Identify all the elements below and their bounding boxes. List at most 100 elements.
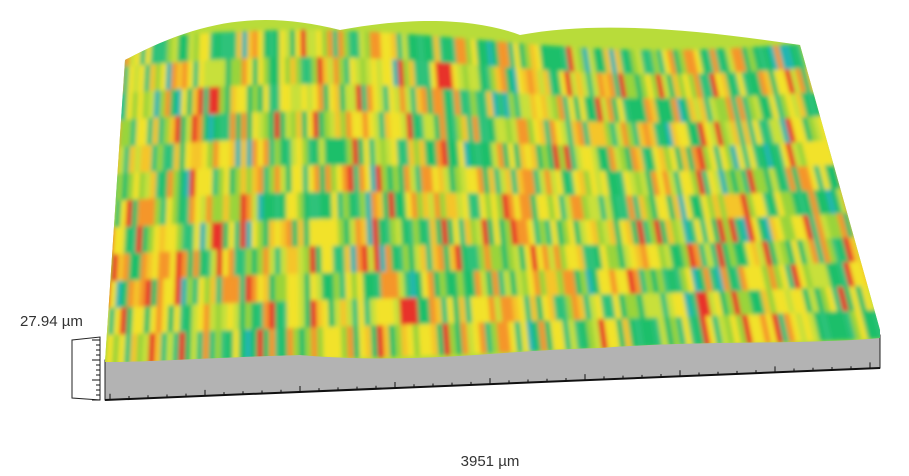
stripe-cell — [286, 327, 295, 361]
stripe-cell — [624, 293, 636, 324]
stripe-cell — [592, 121, 604, 152]
stripe-cell — [740, 144, 755, 174]
stripe-cell — [768, 192, 783, 222]
stripe-cell — [551, 95, 561, 126]
stripe-cell — [601, 146, 614, 176]
stripe-cell — [284, 57, 292, 90]
stripe-cell — [349, 218, 358, 251]
stripe-cell — [698, 218, 711, 249]
stripe-cell — [735, 72, 748, 102]
stripe-cell — [629, 49, 641, 79]
stripe-cell — [605, 244, 616, 275]
stripe-cell — [349, 57, 357, 90]
stripe-cell — [586, 195, 598, 226]
stripe-cell — [597, 48, 610, 79]
stripe-cell — [343, 57, 352, 90]
stripe-cell — [610, 244, 623, 275]
stripe-cell — [746, 47, 760, 77]
stripe-cell — [708, 267, 721, 297]
stripe-cell — [510, 67, 520, 99]
stripe-cell — [537, 69, 547, 100]
stripe-cell — [219, 86, 226, 120]
stripe-cell — [819, 287, 833, 317]
stripe-cell — [268, 220, 277, 253]
stripe-cell — [230, 85, 237, 119]
stripe-cell — [228, 221, 235, 255]
stripe-cell — [646, 146, 658, 177]
stripe-cell — [263, 30, 269, 64]
stripe-cell — [579, 145, 591, 176]
stripe-cell — [643, 98, 655, 128]
stripe-cell — [305, 30, 313, 63]
stripe-cell — [615, 318, 627, 349]
stripe-cell — [600, 294, 612, 325]
stripe-cell — [579, 319, 591, 350]
stripe-cell — [566, 170, 578, 201]
stripe-cell — [353, 191, 362, 224]
stripe-cell — [601, 220, 613, 250]
stripe-cell — [785, 142, 799, 172]
stripe-cell — [768, 167, 782, 198]
stripe-cell — [306, 57, 314, 90]
stripe-cell — [790, 166, 804, 197]
stripe-cell — [773, 143, 788, 173]
stripe-cell — [624, 220, 637, 250]
stripe-cell — [518, 143, 528, 175]
stripe-cell — [735, 47, 750, 77]
stripe-cell — [279, 57, 287, 90]
stripe-cell — [668, 243, 680, 274]
stripe-cell — [280, 273, 289, 307]
stripe-cell — [309, 273, 318, 306]
stripe-cell — [657, 146, 669, 176]
stripe-cell — [866, 309, 880, 340]
stripe-cell — [667, 268, 679, 298]
stripe-cell — [553, 70, 565, 101]
stripe-cell — [779, 216, 794, 246]
stripe-cell — [587, 121, 598, 152]
stripe-cell — [310, 327, 319, 360]
stripe-cell — [669, 122, 682, 152]
stripe-cell — [759, 313, 773, 344]
stripe-cell — [152, 225, 161, 258]
stripe-cell — [789, 288, 805, 318]
stripe-cell — [268, 84, 276, 118]
stripe-cell — [694, 194, 707, 224]
stripe-cell — [579, 269, 591, 300]
stripe-cell — [696, 267, 710, 297]
stripe-cell — [148, 333, 156, 362]
stripe-cell — [773, 240, 786, 270]
stripe-cell — [824, 311, 839, 341]
stripe-cell — [603, 195, 615, 226]
stripe-cell — [718, 121, 732, 151]
stripe-cell — [723, 145, 737, 175]
stripe-cell — [766, 265, 781, 295]
stripe-cell — [263, 274, 270, 308]
stripe-cell — [773, 216, 788, 246]
stripe-cell — [515, 118, 525, 149]
stripe-cell — [633, 73, 645, 104]
stripe-cell — [379, 138, 388, 171]
stripe-cell — [661, 171, 674, 201]
stripe-cell — [524, 194, 534, 225]
stripe-cell — [614, 269, 627, 299]
stripe-cell — [286, 273, 294, 307]
stripe-cell — [590, 72, 602, 103]
stripe-cell — [263, 247, 270, 281]
stripe-cell — [269, 301, 277, 335]
stripe-cell — [561, 269, 572, 301]
stripe-cell — [607, 220, 619, 250]
stripe-cell — [601, 72, 613, 103]
stripe-cell — [230, 31, 237, 65]
stripe-cell — [374, 32, 383, 65]
stripe-cell — [740, 120, 755, 150]
stripe-cell — [150, 279, 159, 312]
stripe-cell — [285, 192, 293, 226]
stripe-cell — [665, 98, 678, 128]
stripe-cell — [552, 194, 563, 225]
stripe-cell — [784, 215, 799, 246]
stripe-cell — [585, 72, 597, 103]
stripe-cell — [687, 316, 700, 346]
stripe-cell — [344, 84, 353, 117]
stripe-cell — [662, 243, 675, 274]
stripe-cell — [741, 96, 754, 126]
